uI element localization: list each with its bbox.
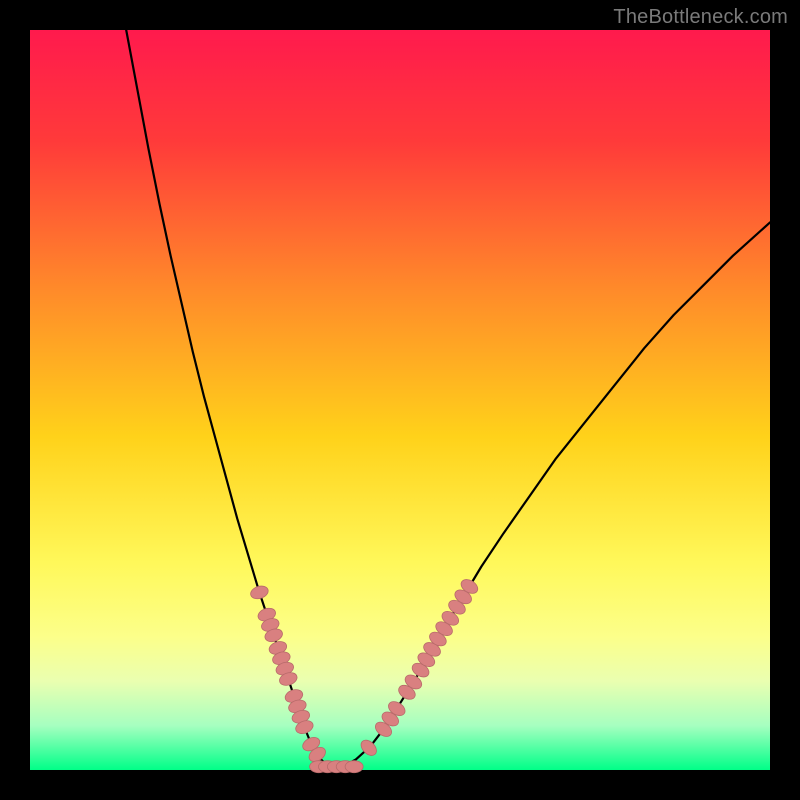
data-marker bbox=[345, 761, 363, 773]
plot-background bbox=[30, 30, 770, 770]
watermark-text: TheBottleneck.com bbox=[613, 6, 788, 29]
chart-root: TheBottleneck.com bbox=[0, 0, 800, 800]
chart-svg bbox=[0, 0, 800, 800]
